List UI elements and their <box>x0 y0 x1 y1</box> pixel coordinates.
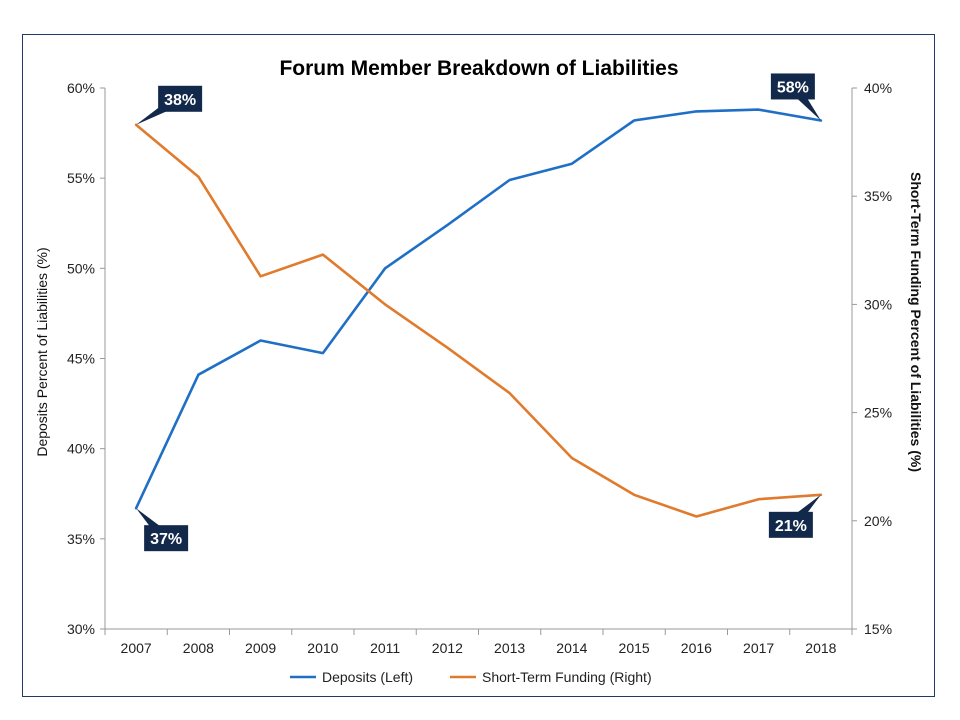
left-axis-label: Deposits Percent of Liabilities (%) <box>34 247 50 456</box>
x-tick-label: 2007 <box>121 640 152 656</box>
chart-frame <box>22 34 935 697</box>
x-tick-label: 2008 <box>183 640 214 656</box>
left-tick-label: 50% <box>67 260 95 276</box>
right-tick-label: 25% <box>864 405 892 421</box>
legend-label-short-term-funding: Short-Term Funding (Right) <box>482 669 652 685</box>
left-tick-label: 45% <box>67 351 95 367</box>
callout-label: 38% <box>164 92 196 109</box>
right-tick-label: 30% <box>864 296 892 312</box>
right-tick-label: 35% <box>864 188 892 204</box>
callout-box <box>768 511 813 538</box>
callout-box <box>158 85 203 112</box>
left-tick-label: 30% <box>67 621 95 637</box>
legend-label-deposits: Deposits (Left) <box>322 669 413 685</box>
x-tick-label: 2014 <box>556 640 587 656</box>
left-tick-label: 40% <box>67 441 95 457</box>
x-tick-label: 2011 <box>370 640 400 656</box>
callout-box <box>144 525 189 552</box>
right-tick-label: 15% <box>864 621 892 637</box>
x-tick-label: 2016 <box>681 640 712 656</box>
series-lines <box>134 108 823 518</box>
right-tick-label: 40% <box>864 80 892 96</box>
x-tick-label: 2010 <box>307 640 338 656</box>
right-tick-label: 20% <box>864 513 892 529</box>
right-axis-label: Short-Term Funding Percent of Liabilitie… <box>908 172 924 472</box>
callouts: 38% 37% 58% 21% <box>136 73 821 552</box>
left-tick-label: 55% <box>67 170 95 186</box>
x-tick-label: 2018 <box>805 640 836 656</box>
x-tick-label: 2013 <box>494 640 525 656</box>
left-tick-label: 60% <box>67 80 95 96</box>
legend: Deposits (Left) Short-Term Funding (Right… <box>290 669 652 685</box>
callout-label: 21% <box>775 518 807 535</box>
x-tick-label: 2012 <box>432 640 463 656</box>
callout-label: 37% <box>150 531 182 548</box>
x-tick-label: 2015 <box>619 640 650 656</box>
callout-label: 58% <box>777 79 809 96</box>
chart-title: Forum Member Breakdown of Liabilities <box>279 57 678 80</box>
callout-box <box>770 73 815 100</box>
left-tick-label: 35% <box>67 531 95 547</box>
x-tick-label: 2017 <box>743 640 774 656</box>
series-line-short-term-funding <box>134 123 823 518</box>
x-tick-label: 2009 <box>245 640 276 656</box>
series-line-deposits <box>134 108 823 510</box>
axes: 30% 35% 40% 45% 50% 55% 60% 15% 20% 25% 30% 35% 40% 2… <box>67 80 892 656</box>
